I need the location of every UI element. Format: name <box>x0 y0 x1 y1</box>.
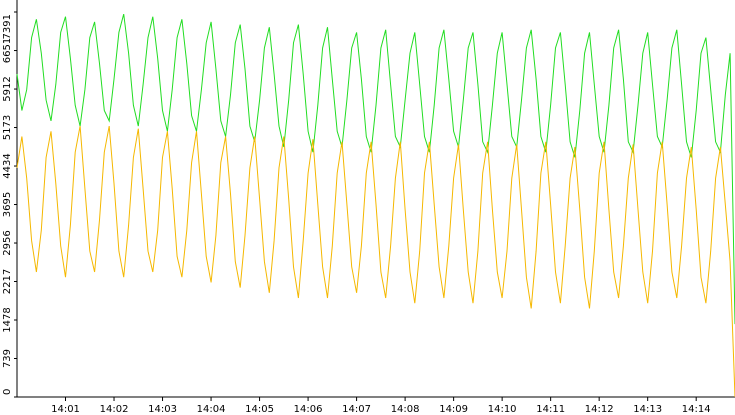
x-tick-label: 14:09 <box>439 404 468 415</box>
y-tick-label: 0 <box>2 389 13 395</box>
x-tick-label: 14:06 <box>294 404 323 415</box>
x-tick-label: 14:11 <box>536 404 565 415</box>
y-tick-label: 7391 <box>2 14 13 39</box>
series-line <box>16 126 735 398</box>
x-tick-label: 14:10 <box>488 404 517 415</box>
x-tick-label: 14:08 <box>391 404 420 415</box>
y-tick-label: 3695 <box>2 192 13 217</box>
x-tick-label: 14:13 <box>633 404 662 415</box>
x-tick-label: 14:01 <box>51 404 80 415</box>
y-tick-label: 6651 <box>2 38 13 63</box>
y-tick-label: 5912 <box>2 76 13 101</box>
x-tick-label: 14:03 <box>148 404 177 415</box>
x-tick-label: 14:04 <box>197 404 226 415</box>
x-tick-label: 14:14 <box>682 404 711 415</box>
y-tick-label: 2217 <box>2 269 13 294</box>
x-tick-label: 14:02 <box>100 404 129 415</box>
x-tick-label: 14:07 <box>342 404 371 415</box>
y-tick-label: 1478 <box>2 307 13 332</box>
y-tick-label: 739 <box>2 349 13 368</box>
y-tick-label: 4434 <box>2 153 13 178</box>
y-tick-label: 2956 <box>2 230 13 255</box>
x-tick-label: 14:12 <box>585 404 614 415</box>
x-tick-label: 14:05 <box>245 404 274 415</box>
y-tick-label: 5173 <box>2 115 13 140</box>
series-line <box>16 13 735 325</box>
